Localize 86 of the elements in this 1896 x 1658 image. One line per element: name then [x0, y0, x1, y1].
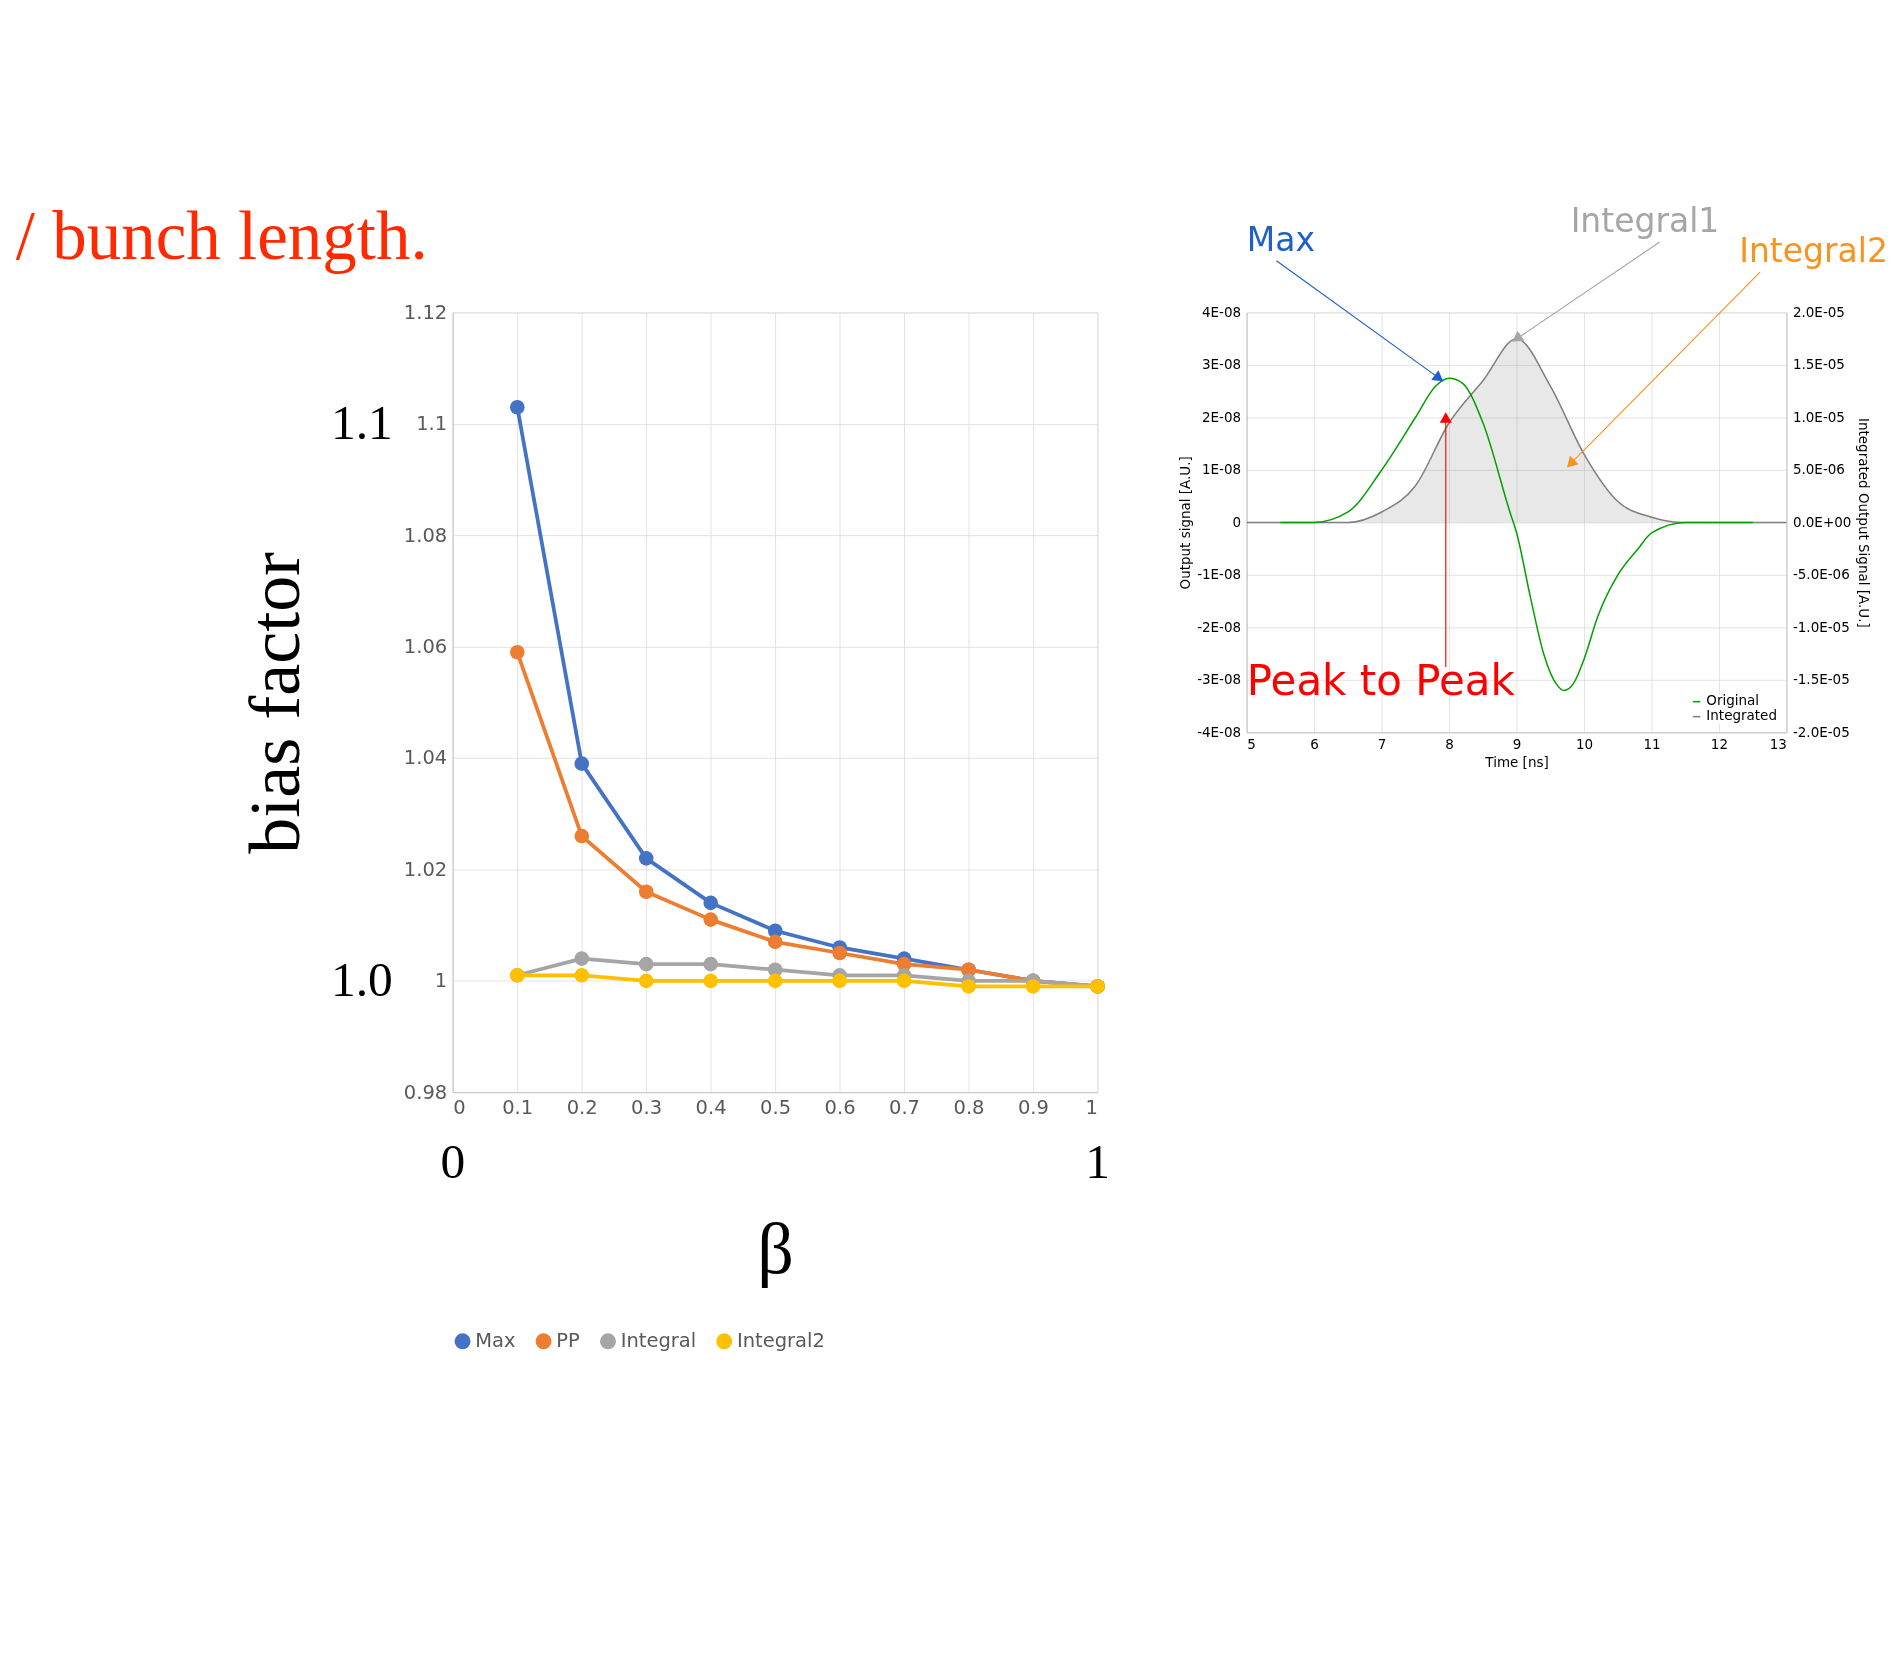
y-tick-label: 4E-08 [1202, 303, 1242, 320]
x-tick-label: 0.9 [1017, 1096, 1049, 1120]
point [574, 756, 590, 771]
point [961, 979, 976, 994]
y2-tick-label: 5.0E-06 [1792, 461, 1845, 478]
x-tick-label: 12 [1710, 736, 1729, 753]
y-tick-label: 1.02 [403, 857, 448, 881]
legend-label: PP [556, 1329, 581, 1353]
y-tick-label: 1.04 [403, 746, 448, 770]
chart-title: / bunch length. [15, 197, 428, 274]
point [703, 895, 719, 911]
legend-label: Integrated [1706, 707, 1777, 724]
y2-axis-title: Integrated Output Signal [A.U.] [1855, 418, 1872, 628]
x-axis-title: β [757, 1208, 794, 1289]
point [832, 945, 847, 961]
x-tick-label: 0.8 [953, 1096, 985, 1120]
y-tick-label: -1E-08 [1197, 566, 1242, 583]
legend-label: Integral [620, 1329, 697, 1353]
x-tick-label: 1 [1085, 1096, 1098, 1120]
point [574, 968, 590, 983]
y2-tick-label: -1.5E-05 [1792, 671, 1850, 688]
point [638, 956, 654, 972]
point [767, 973, 783, 989]
y-tick-label: 1.06 [403, 635, 448, 659]
y-tick-label: 0 [1232, 513, 1242, 530]
y-tick-label: 2E-08 [1202, 408, 1242, 425]
x-axis-title: Time [ns] [1484, 754, 1549, 771]
y2-tick-label: -2.0E-05 [1792, 723, 1850, 740]
y2-tick-label: -1.0E-05 [1792, 618, 1850, 635]
point [574, 951, 590, 966]
point [574, 828, 590, 844]
x-tick-label: 9 [1512, 736, 1522, 753]
y-tick-label: 1.1 [416, 412, 448, 436]
text: 1.1 [331, 395, 393, 451]
y-tick-label: 3E-08 [1202, 356, 1242, 373]
annotation: Integral1 [1570, 201, 1720, 241]
x-tick-label: 0.7 [889, 1096, 921, 1120]
x-tick-label: 0.1 [502, 1096, 534, 1120]
point [703, 973, 719, 989]
y2-tick-label: 0.0E+00 [1792, 513, 1852, 530]
text: Integral2 [1739, 231, 1888, 271]
x-tick-label: 0 [453, 1096, 466, 1120]
point [509, 644, 525, 660]
x-tick-label: 5 [1247, 736, 1256, 753]
legend-label: Integral2 [736, 1329, 825, 1353]
text: 1 [1085, 1134, 1110, 1190]
x-tick-label: 0.6 [824, 1096, 856, 1120]
y-tick-label: 1.08 [403, 523, 448, 547]
text: 1.0 [331, 951, 393, 1007]
annotation: Peak to Peak [1246, 655, 1516, 705]
point [767, 934, 783, 950]
x-tick-label: 7 [1377, 736, 1387, 753]
y-tick-label: 1.12 [403, 300, 448, 324]
y-axis-title: Output signal [A.U.] [1176, 456, 1193, 590]
point [832, 973, 847, 989]
y-tick-label: 0.98 [403, 1080, 448, 1104]
legend-label: Original [1706, 692, 1760, 709]
x-tick-label: 0.3 [631, 1096, 663, 1120]
y-tick-label: -3E-08 [1197, 671, 1242, 688]
annotation: Max [1246, 220, 1315, 260]
point [638, 851, 654, 866]
y-tick-label: 1E-08 [1202, 461, 1242, 478]
y2-tick-label: 2.0E-05 [1792, 303, 1845, 320]
y-tick-label: -4E-08 [1197, 723, 1242, 740]
x-tick-label: 0.5 [760, 1096, 792, 1120]
point [703, 956, 719, 972]
x-tick-label: 11 [1643, 736, 1661, 753]
point [638, 973, 654, 989]
x-tick-label: 13 [1769, 736, 1787, 753]
x-tick-label: 0.4 [695, 1096, 727, 1120]
point [703, 912, 719, 927]
y2-tick-label: 1.5E-05 [1792, 356, 1845, 373]
x-tick-label: 6 [1310, 736, 1319, 753]
point [638, 884, 654, 900]
y2-tick-label: 1.0E-05 [1792, 408, 1845, 425]
legend-label: Max [475, 1329, 516, 1353]
point [896, 973, 912, 989]
y-tick-label: 1 [434, 969, 448, 993]
point [509, 399, 525, 415]
x-tick-label: 8 [1445, 736, 1454, 753]
x-tick-label: 10 [1575, 736, 1594, 753]
point [1025, 979, 1041, 994]
y-tick-label: -2E-08 [1197, 618, 1242, 635]
x-tick-label: 0.2 [566, 1096, 598, 1120]
y-axis-title: bias factor [234, 551, 315, 854]
y2-tick-label: -5.0E-06 [1792, 566, 1850, 583]
